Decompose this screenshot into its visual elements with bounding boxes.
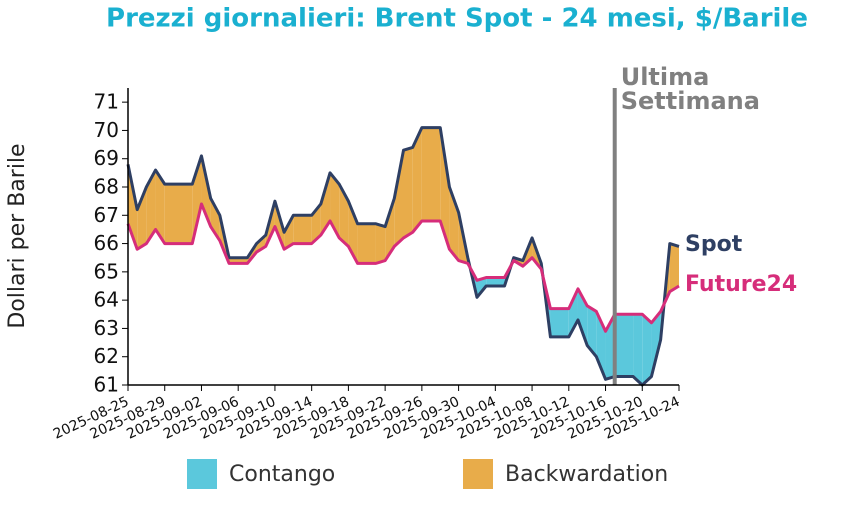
y-tick-label: 62 <box>94 344 119 368</box>
y-tick-label: 69 <box>94 146 119 170</box>
legend-swatch <box>463 459 493 489</box>
spread-fill <box>651 311 661 377</box>
spread-fill <box>587 305 597 357</box>
spread-fill <box>394 150 404 247</box>
spread-fill <box>614 314 634 377</box>
y-tick-label: 66 <box>94 231 119 255</box>
spread-fill <box>375 223 386 264</box>
y-tick-label: 64 <box>94 288 119 312</box>
legend-swatch <box>187 459 217 489</box>
series-line <box>126 126 680 387</box>
spread-fill <box>440 127 450 250</box>
spread-fill <box>137 187 147 250</box>
y-tick-label: 65 <box>94 259 119 283</box>
spread-fill <box>320 172 331 236</box>
spread-fill <box>486 277 505 286</box>
spread-fill <box>421 127 441 221</box>
spread-fill <box>550 308 569 337</box>
spread-fill <box>164 184 193 244</box>
spread-fill <box>357 223 376 264</box>
spread-fill <box>605 314 615 380</box>
spread-fill <box>403 147 413 238</box>
y-tick-label: 67 <box>94 203 119 227</box>
y-tick-label: 70 <box>94 118 119 142</box>
spread-fill <box>412 127 422 233</box>
series-label: Spot <box>685 232 743 257</box>
spread-fill <box>633 314 643 385</box>
y-axis-label: Dollari per Barile <box>5 143 30 328</box>
spread-fill <box>385 198 395 261</box>
chart-title: Prezzi giornalieri: Brent Spot - 24 mesi… <box>106 4 808 34</box>
y-tick-label: 71 <box>94 90 119 114</box>
legend-label: Backwardation <box>505 462 668 487</box>
spread-fill <box>293 215 312 244</box>
spread-fill <box>642 314 652 385</box>
marker-label: Ultima Settimana <box>621 63 760 115</box>
y-tick-label: 61 <box>94 373 119 397</box>
spread-fill <box>669 243 679 292</box>
spread-fill <box>568 288 578 337</box>
spread-fill <box>284 215 294 250</box>
legend-label: Contango <box>229 462 335 487</box>
spread-fill <box>146 170 156 244</box>
spread-fill <box>330 172 340 238</box>
y-tick-label: 63 <box>94 316 119 340</box>
spread-fill <box>155 170 165 244</box>
y-tick-label: 68 <box>94 175 119 199</box>
spread-fill <box>449 187 459 261</box>
series-label: Future24 <box>685 272 797 297</box>
series-line <box>126 202 680 333</box>
